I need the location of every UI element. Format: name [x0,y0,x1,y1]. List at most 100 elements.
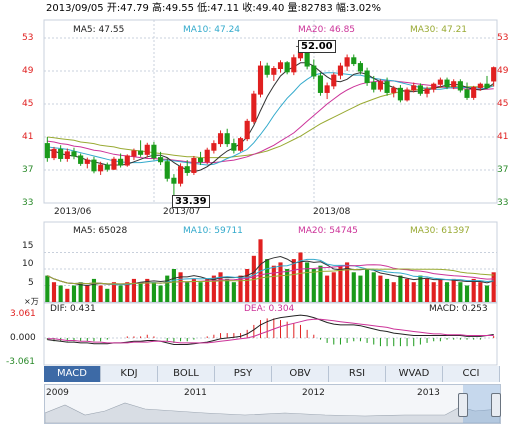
volume-bar [318,265,323,302]
volume-bar [91,278,97,302]
candle-body [277,62,284,70]
candle [484,75,490,90]
year-label: 2009 [46,388,69,398]
volume-bar [171,269,176,302]
candle-body [304,50,310,67]
candle [404,87,410,102]
price-tick-left: 33 [22,198,34,208]
candle [244,118,250,142]
volume-bar [405,278,410,302]
candle-body [44,143,50,159]
candle [58,145,64,162]
vol-tick: 10 [22,259,34,269]
high-marker: 52.00 [298,40,336,53]
price-tick-right: 33 [497,198,509,208]
volume-bar [424,278,430,302]
tab-macd[interactable]: MACD [44,366,101,382]
year-label: 2012 [302,388,325,398]
vol-tick: 15 [22,241,34,251]
candle-body [237,138,244,151]
candle [437,77,443,88]
candle [337,62,344,80]
candle-body [371,82,377,90]
candle [204,147,210,165]
candle [84,157,90,169]
volume-bar [325,275,330,302]
candle [71,147,77,160]
volume-bar [251,255,256,302]
candle [111,156,117,170]
candle [191,155,197,175]
range-navigator[interactable]: 2009 2011 2012 2013 [44,384,501,424]
price-tick-left: 45 [22,99,34,109]
volume-bar [225,278,230,302]
candle [224,128,230,147]
volume-bar [151,282,156,302]
candle-body [191,157,197,173]
volume-bar [365,269,370,302]
volume-bar [265,259,270,302]
candle-body [437,79,443,85]
volume-bar [411,282,416,302]
candle-body [317,75,324,93]
candle [457,79,463,93]
candle-body [251,93,257,122]
candle [444,77,450,90]
vol-unit-label: ×万 [24,297,39,306]
macd-tick: 3.061 [10,309,36,319]
volume-bar [378,275,383,302]
candle-body [471,87,477,98]
volume-bar [231,282,236,302]
volume-bar [464,285,470,302]
candle-body [71,151,77,157]
candle [251,90,257,124]
candle-body [111,158,117,170]
volume-bar [331,272,336,302]
tab-cci[interactable]: CCI [443,366,500,382]
candle [211,140,217,154]
candle-body [171,177,177,184]
tab-obv[interactable]: OBV [272,366,329,382]
candle [231,138,237,154]
ma20-line [47,80,494,164]
candle [78,153,84,166]
ma5-label: MA5: 47.55 [73,25,125,35]
candle [311,59,317,80]
ma30-label: MA30: 47.21 [410,25,468,35]
range-handle-right[interactable] [491,393,501,417]
candle-body [151,144,157,159]
tab-wvad[interactable]: WVAD [386,366,443,382]
volume-bar [271,265,276,302]
date-tick: 2013/08 [313,207,351,217]
candle-body [384,81,390,93]
candle [424,86,430,98]
volume-bar [131,278,136,302]
volume-bar [291,259,296,302]
candle-body [138,150,144,155]
candle [144,142,150,158]
candle-body [164,161,170,179]
volume-bar [391,282,396,302]
candle [331,72,337,90]
tab-rsi[interactable]: RSI [329,366,386,382]
volume-bar [345,262,350,302]
tab-boll[interactable]: BOLL [158,366,215,382]
low-marker: 33.39 [172,195,210,208]
candle [51,146,57,161]
candle-body [457,81,463,91]
tab-kdj[interactable]: KDJ [101,366,158,382]
price-tick-left: 41 [22,132,34,142]
candle-body [344,57,350,67]
candle-body [118,158,124,166]
candle [184,160,190,176]
dif-line [47,314,494,345]
tab-psy[interactable]: PSY [215,366,272,382]
candle [131,148,137,161]
range-handle-left[interactable] [458,393,468,417]
macd-label: MACD: 0.253 [429,304,488,314]
volume-bar [71,285,77,302]
candle-body [444,79,450,88]
candle-body [331,74,337,87]
candle-body [84,159,90,164]
candle-body [257,65,264,95]
